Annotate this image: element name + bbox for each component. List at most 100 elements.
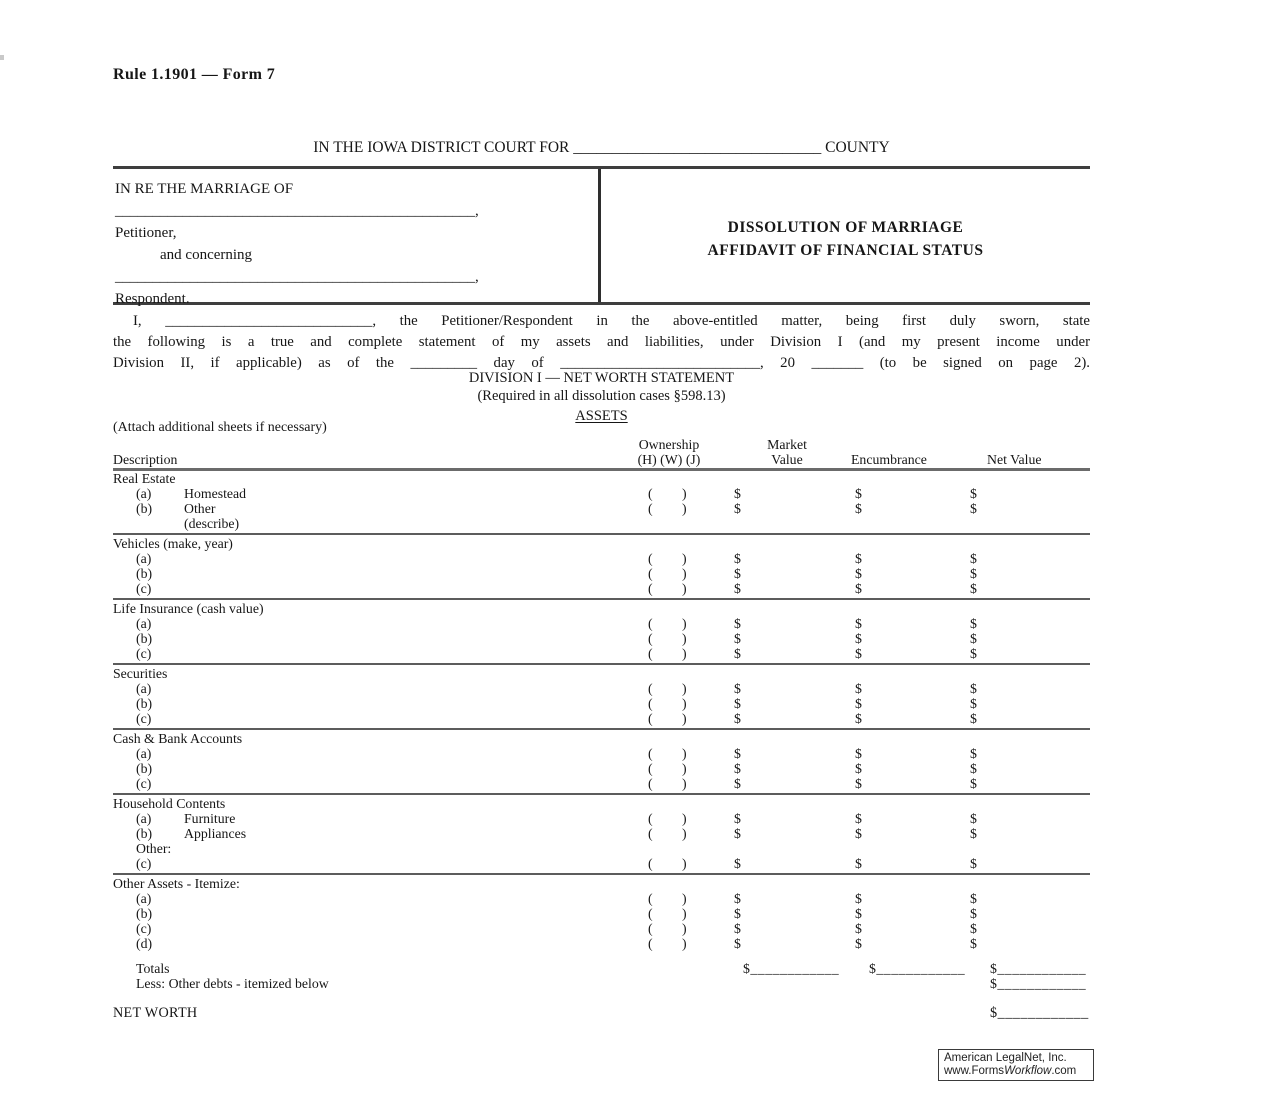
vendor-name: American LegalNet, Inc. [944, 1052, 1067, 1064]
less-net-value-blank: $____________ [990, 976, 1087, 991]
market-header-line1: Market [767, 437, 807, 452]
market-value-dollar: $ [734, 696, 741, 711]
encumbrance-dollar: $ [855, 856, 862, 871]
net-value-dollar: $ [970, 681, 977, 696]
row-item-label: (c) [136, 711, 152, 726]
market-value-dollar: $ [734, 906, 741, 921]
asset-section-title: Other Assets - Itemize: [113, 876, 240, 891]
asset-row: (b) ( ) $ $ $ [113, 906, 1090, 921]
asset-row: (a) ( ) $ $ $ [113, 681, 1090, 696]
row-item-label: (c) [136, 581, 152, 596]
encumbrance-dollar: $ [855, 891, 862, 906]
market-value-dollar: $ [734, 761, 741, 776]
oath-line-3: Division II, if applicable) as of the __… [113, 355, 1090, 371]
ownership-parens-field: ( ) [648, 616, 687, 631]
asset-row: (a) ( ) $ $ $ [113, 891, 1090, 906]
encumbrance-dollar: $ [855, 616, 862, 631]
ownership-parens-field: ( ) [648, 696, 687, 711]
column-header-encumbrance: Encumbrance [851, 452, 927, 467]
asset-section: Life Insurance (cash value) (a)( ) $ $ $ (b)(… [113, 601, 1090, 665]
less-other-debts-row: Less: Other debts - itemized below $____… [113, 976, 1090, 991]
asset-row: (c) ( ) $ $ $ [113, 776, 1090, 791]
row-item-label: (a) [136, 746, 152, 761]
ownership-parens-field: ( ) [648, 646, 687, 661]
ownership-parens-field: ( ) [648, 486, 687, 501]
market-value-dollar: $ [734, 856, 741, 871]
row-item-label: (a) [136, 681, 152, 696]
vendor-url: www.FormsWorkflow.com [944, 1065, 1088, 1078]
ownership-parens-field: ( ) [648, 631, 687, 646]
row-item-label: (c) [136, 921, 152, 936]
net-value-dollar: $ [970, 826, 977, 841]
net-value-dollar: $ [970, 711, 977, 726]
market-value-dollar: $ [734, 581, 741, 596]
encumbrance-dollar: $ [855, 486, 862, 501]
net-value-dollar: $ [970, 581, 977, 596]
net-value-dollar: $ [970, 776, 977, 791]
net-value-dollar: $ [970, 566, 977, 581]
ownership-parens-field: ( ) [648, 811, 687, 826]
row-item-label: (b) [136, 761, 153, 776]
case-title-line1: DISSOLUTION OF MARRIAGE [727, 219, 964, 236]
asset-row: (c) ( ) $ $ $ [113, 581, 1090, 596]
row-item-label: (b) [136, 696, 153, 711]
market-value-dollar: $ [734, 921, 741, 936]
ownership-parens-field: ( ) [648, 936, 687, 951]
totals-encumbrance-blank: $____________ [869, 961, 966, 976]
attach-sheets-note: (Attach additional sheets if necessary) [113, 420, 327, 435]
encumbrance-dollar: $ [855, 566, 862, 581]
column-header-market-value: Market Value [743, 437, 831, 467]
ownership-parens-field: ( ) [648, 711, 687, 726]
market-value-dollar: $ [734, 746, 741, 761]
encumbrance-dollar: $ [855, 681, 862, 696]
asset-row: (b) Other ( ) $ $ $ [113, 501, 1090, 516]
net-value-dollar: $ [970, 906, 977, 921]
ownership-parens-field: ( ) [648, 581, 687, 596]
asset-row: (a) ( ) $ $ $ [113, 746, 1090, 761]
ownership-parens-field: ( ) [648, 776, 687, 791]
encumbrance-dollar: $ [855, 906, 862, 921]
ownership-parens-field: ( ) [648, 501, 687, 516]
less-other-debts-label: Less: Other debts - itemized below [136, 976, 329, 991]
row-item-label: (a) [136, 891, 152, 906]
asset-row: (b) Appliances ( ) $ $ $ [113, 826, 1090, 841]
net-worth-label: NET WORTH [113, 1005, 198, 1021]
ownership-parens-field: ( ) [648, 746, 687, 761]
petitioner-label: Petitioner, [115, 225, 177, 241]
ownership-parens-field: ( ) [648, 856, 687, 871]
vendor-badge: American LegalNet, Inc. www.FormsWorkflo… [938, 1049, 1094, 1081]
net-value-dollar: $ [970, 646, 977, 661]
encumbrance-dollar: $ [855, 761, 862, 776]
net-value-dollar: $ [970, 746, 977, 761]
vendor-url-workflow: Workflow [1004, 1065, 1052, 1077]
row-item-label: (a) [136, 811, 152, 826]
market-value-dollar: $ [734, 811, 741, 826]
oath-paragraph: I, ____________________________, the Pet… [113, 311, 1090, 374]
court-heading-suffix: COUNTY [825, 139, 890, 156]
asset-row: (c) ( ) $ $ $ [113, 856, 1090, 871]
market-value-dollar: $ [734, 486, 741, 501]
ownership-parens-field: ( ) [648, 826, 687, 841]
asset-row: (describe) [113, 516, 1090, 531]
encumbrance-dollar: $ [855, 811, 862, 826]
assets-heading: ASSETS [113, 408, 1090, 425]
asset-row: (c) ( ) $ $ $ [113, 921, 1090, 936]
row-item-label: (b) [136, 566, 153, 581]
ownership-parens-field: ( ) [648, 921, 687, 936]
encumbrance-dollar: $ [855, 826, 862, 841]
assets-heading-text: ASSETS [575, 408, 628, 424]
asset-row: (a) Homestead ( ) $ $ $ [113, 486, 1090, 501]
asset-row: (d) ( ) $ $ $ [113, 936, 1090, 951]
asset-section-title: Vehicles (make, year) [113, 536, 233, 551]
asset-row: (c) ( ) $ $ $ [113, 646, 1090, 661]
court-heading: IN THE IOWA DISTRICT COURT FOR _________… [113, 139, 1090, 157]
vendor-url-prefix: www.Forms [944, 1065, 1005, 1077]
petitioner-name-blank: ________________________________________… [115, 203, 479, 219]
net-value-dollar: $ [970, 631, 977, 646]
net-value-dollar: $ [970, 891, 977, 906]
form-rule-title: Rule 1.1901 — Form 7 [113, 66, 276, 83]
asset-section: Vehicles (make, year) (a)( ) $ $ $ (b)( ) $ $ $(… [113, 536, 1090, 600]
and-concerning-line: and concerning [160, 247, 253, 263]
net-value-dollar: $ [970, 551, 977, 566]
totals-label: Totals [136, 961, 170, 976]
